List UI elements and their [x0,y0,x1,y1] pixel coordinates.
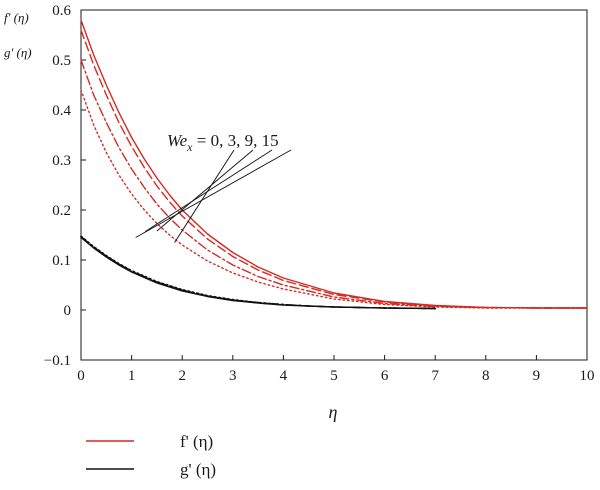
x-tick-label: 9 [533,368,541,384]
series-line-f-we-9 [80,59,588,309]
annotation-leader-line [174,149,235,243]
series-line-f-we-0 [80,19,588,309]
legend-label: f' (η) [180,432,213,451]
x-tick-label: 5 [330,368,338,384]
we-annotation-subscript: x [186,140,193,154]
y-tick-label: 0.2 [52,203,71,219]
y-tick-label: 0.4 [52,103,71,119]
series-line-f-we-15 [80,89,588,309]
y-tick-label: 0.3 [52,153,71,169]
annotation-leader-line [144,149,273,232]
series-line-g-we-0 [80,236,436,310]
y-axis-label: f' (η) g' (η) [4,10,32,60]
x-tick-label: 6 [381,368,389,384]
axis-ticks: 0 1 2 3 4 5 6 7 8 9 10 −0.1 0 0.1 0.2 0.3 0.4 0.5 0.6 [44,3,595,384]
x-tick-label: 8 [482,368,490,384]
series-lines [80,19,588,310]
we-annotation-prefix: We [167,131,188,150]
we-annotation: Wex = 0, 3, 9, 15 [135,131,292,243]
legend-label: g' (η) [180,460,216,479]
y-tick-label: 0 [64,303,72,319]
x-tick-label: 0 [77,368,85,384]
x-tick-label: 10 [580,368,595,384]
series-line-g-we-9 [80,235,436,310]
legend: f' (η) g' (η) [86,432,216,479]
series-line-f-we-3 [80,29,588,309]
series-line-g-we-15 [80,235,436,310]
y-tick-label: 0.6 [52,3,71,19]
we-annotation-values: = 0, 3, 9, 15 [192,131,278,150]
x-tick-label: 7 [431,368,439,384]
y-tick-label: 0.1 [52,253,71,269]
y-axis-label-line-1: f' (η) [4,10,29,25]
x-tick-label: 2 [178,368,186,384]
y-tick-label: 0.5 [52,53,71,69]
annotation-leader-line [135,149,292,238]
annotation-leader-line [156,149,254,232]
x-tick-label: 4 [280,368,288,384]
y-axis-label-line-2: g' (η) [4,45,32,60]
x-tick-label: 1 [128,368,136,384]
x-tick-label: 3 [229,368,237,384]
x-axis-label: η [329,402,338,422]
y-tick-label: −0.1 [44,353,71,369]
we-annotation-text: Wex = 0, 3, 9, 15 [167,131,279,154]
